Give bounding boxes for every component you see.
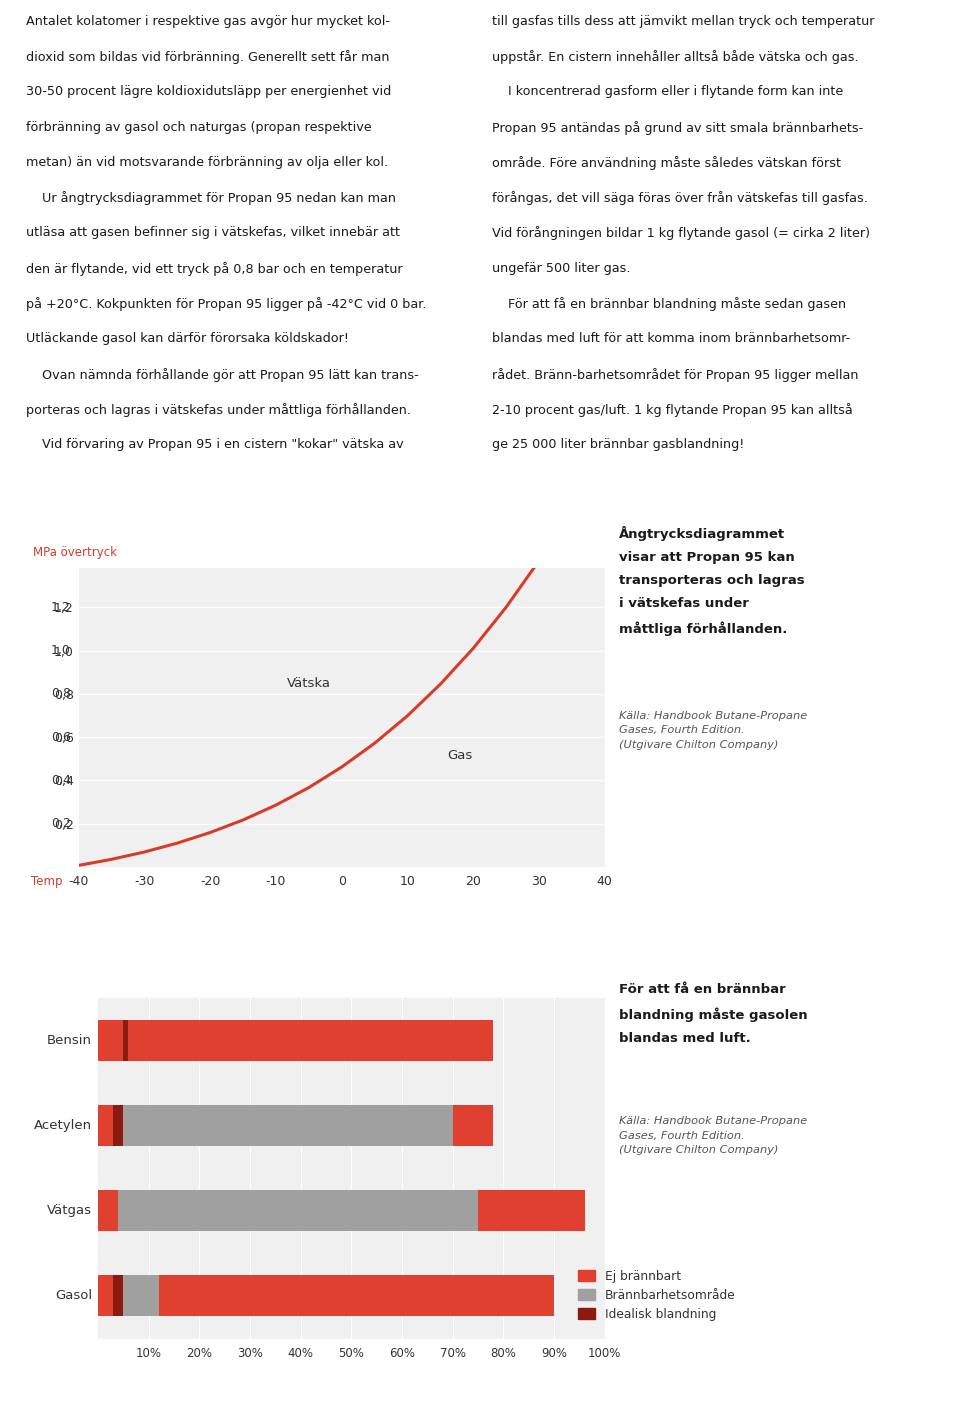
Text: Acetylen: Acetylen: [34, 1118, 92, 1133]
Text: utläsa att gasen befinner sig i vätskefas, vilket innebär att: utläsa att gasen befinner sig i vätskefa…: [26, 226, 400, 240]
Text: -20: -20: [200, 875, 221, 888]
Bar: [129, 1020, 493, 1060]
Text: Vätska: Vätska: [287, 678, 331, 691]
Text: 0: 0: [338, 875, 346, 888]
Bar: [98, 1191, 118, 1231]
Text: förångas, det vill säga föras över från vätskefas till gasfas.: förångas, det vill säga föras över från …: [492, 192, 868, 205]
Text: 10%: 10%: [135, 1347, 161, 1360]
Text: uppstår. En cistern innehåller alltså både vätska och gas.: uppstår. En cistern innehåller alltså bå…: [492, 50, 858, 64]
Text: på +20°C. Kokpunkten för Propan 95 ligger på -42°C vid 0 bar.: på +20°C. Kokpunkten för Propan 95 ligge…: [26, 297, 426, 311]
Text: 80%: 80%: [491, 1347, 516, 1360]
Text: Temp: Temp: [31, 875, 62, 888]
Text: 50%: 50%: [339, 1347, 364, 1360]
Text: I koncentrerad gasform eller i flytande form kan inte: I koncentrerad gasform eller i flytande …: [492, 85, 843, 98]
Text: ungefär 500 liter gas.: ungefär 500 liter gas.: [492, 261, 630, 274]
Text: porteras och lagras i vätskefas under måttliga förhållanden.: porteras och lagras i vätskefas under må…: [26, 404, 411, 416]
Text: 0,8: 0,8: [51, 688, 71, 701]
Text: förbränning av gasol och naturgas (propan respektive: förbränning av gasol och naturgas (propa…: [26, 121, 372, 134]
Text: För att få en brännbar
blandning måste gasolen
blandas med luft.: För att få en brännbar blandning måste g…: [619, 983, 807, 1046]
Bar: [123, 1020, 129, 1060]
Text: 40: 40: [597, 875, 612, 888]
Text: 90%: 90%: [541, 1347, 567, 1360]
Text: metan) än vid motsvarande förbränning av olja eller kol.: metan) än vid motsvarande förbränning av…: [26, 156, 388, 169]
Bar: [98, 1276, 113, 1316]
Text: 2-10 procent gas/luft. 1 kg flytande Propan 95 kan alltså: 2-10 procent gas/luft. 1 kg flytande Pro…: [492, 404, 852, 416]
Text: MPa övertryck: MPa övertryck: [33, 546, 117, 558]
Text: rådet. Bränn-barhetsområdet för Propan 95 ligger mellan: rådet. Bränn-barhetsområdet för Propan 9…: [492, 368, 858, 382]
Legend: Ej brännbart, Brännbarhetsområde, Idealisk blandning: Ej brännbart, Brännbarhetsområde, Ideali…: [573, 1265, 740, 1326]
Text: Källa: Handbook Butane-Propane
Gases, Fourth Edition.
(Utgivare Chilton Company): Källa: Handbook Butane-Propane Gases, Fo…: [619, 710, 807, 750]
Bar: [113, 1276, 123, 1316]
Text: Vid förångningen bildar 1 kg flytande gasol (= cirka 2 liter): Vid förångningen bildar 1 kg flytande ga…: [492, 226, 870, 240]
Text: 0,6: 0,6: [51, 730, 71, 743]
Text: Propan 95 antändas på grund av sitt smala brännbarhets-: Propan 95 antändas på grund av sitt smal…: [492, 121, 863, 135]
Text: 20: 20: [466, 875, 481, 888]
Bar: [98, 1020, 123, 1060]
Bar: [453, 1106, 493, 1145]
Text: Brännbarhetsområde: Brännbarhetsområde: [33, 942, 209, 958]
Text: 20%: 20%: [186, 1347, 212, 1360]
Text: Ovan nämnda förhållande gör att Propan 95 lätt kan trans-: Ovan nämnda förhållande gör att Propan 9…: [26, 368, 419, 382]
Text: den är flytande, vid ett tryck på 0,8 bar och en temperatur: den är flytande, vid ett tryck på 0,8 ba…: [26, 261, 402, 276]
Text: ge 25 000 liter brännbar gasblandning!: ge 25 000 liter brännbar gasblandning!: [492, 438, 744, 452]
Text: -30: -30: [134, 875, 155, 888]
Text: Antalet kolatomer i respektive gas avgör hur mycket kol-: Antalet kolatomer i respektive gas avgör…: [26, 14, 390, 27]
Text: 1,0: 1,0: [51, 644, 71, 657]
Text: område. Före användning måste således vätskan först: område. Före användning måste således vä…: [492, 156, 841, 171]
Text: blandas med luft för att komma inom brännbarhetsomr-: blandas med luft för att komma inom brän…: [492, 333, 850, 345]
Text: dioxid som bildas vid förbränning. Generellt sett får man: dioxid som bildas vid förbränning. Gener…: [26, 50, 390, 64]
Bar: [98, 1106, 113, 1145]
Bar: [158, 1276, 554, 1316]
Text: 0,4: 0,4: [51, 774, 71, 787]
Text: Utläckande gasol kan därför förorsaka köldskador!: Utläckande gasol kan därför förorsaka kö…: [26, 333, 348, 345]
Bar: [123, 1106, 453, 1145]
Text: 60%: 60%: [389, 1347, 415, 1360]
Text: Gasol: Gasol: [55, 1289, 92, 1303]
Bar: [113, 1106, 123, 1145]
Text: Bensin: Bensin: [47, 1033, 92, 1047]
Bar: [123, 1276, 158, 1316]
Text: För att få en brännbar blandning måste sedan gasen: För att få en brännbar blandning måste s…: [492, 297, 846, 311]
Text: 40%: 40%: [288, 1347, 314, 1360]
Bar: [478, 1191, 585, 1231]
Text: -40: -40: [68, 875, 89, 888]
Text: till gasfas tills dess att jämvikt mellan tryck och temperatur: till gasfas tills dess att jämvikt mella…: [492, 14, 874, 27]
Text: 30%: 30%: [237, 1347, 263, 1360]
Text: 70%: 70%: [440, 1347, 466, 1360]
Text: 1,2: 1,2: [51, 601, 71, 614]
Text: Gas: Gas: [447, 749, 472, 762]
Text: Ångtrycksdiagram för Propan 95: Ångtrycksdiagram för Propan 95: [33, 512, 302, 530]
Text: Källa: Handbook Butane-Propane
Gases, Fourth Edition.
(Utgivare Chilton Company): Källa: Handbook Butane-Propane Gases, Fo…: [619, 1117, 807, 1155]
Text: 30: 30: [531, 875, 547, 888]
Text: Ångtrycksdiagrammet
visar att Propan 95 kan
transporteras och lagras
i vätskefas: Ångtrycksdiagrammet visar att Propan 95 …: [619, 526, 804, 635]
Text: -10: -10: [266, 875, 286, 888]
Text: Vid förvaring av Propan 95 i en cistern "kokar" vätska av: Vid förvaring av Propan 95 i en cistern …: [26, 438, 403, 452]
Text: Vätgas: Vätgas: [47, 1204, 92, 1218]
Text: 0,2: 0,2: [51, 817, 71, 830]
Text: Ur ångtrycksdiagrammet för Propan 95 nedan kan man: Ur ångtrycksdiagrammet för Propan 95 ned…: [26, 192, 396, 205]
Bar: [118, 1191, 478, 1231]
Text: 10: 10: [399, 875, 416, 888]
Text: 30-50 procent lägre koldioxidutsläpp per energienhet vid: 30-50 procent lägre koldioxidutsläpp per…: [26, 85, 391, 98]
Text: 100%: 100%: [588, 1347, 621, 1360]
